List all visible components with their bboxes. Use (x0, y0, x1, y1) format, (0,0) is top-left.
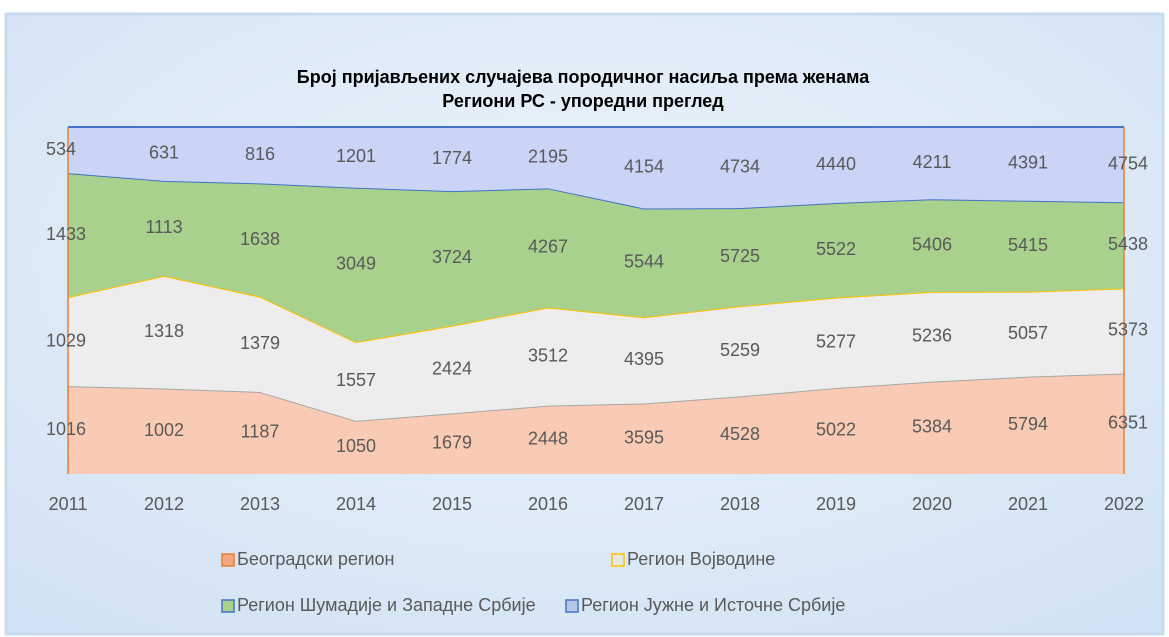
x-tick-label: 2014 (336, 494, 376, 514)
data-label: 1201 (336, 146, 376, 166)
x-tick-label: 2011 (49, 494, 88, 514)
x-tick-label: 2017 (624, 494, 664, 514)
legend-label: Регион Шумадије и Западне Србије (237, 595, 536, 615)
data-label: 5438 (1108, 234, 1148, 254)
data-label: 4528 (720, 424, 760, 444)
chart-title: Број пријављених случајева породичног на… (297, 67, 870, 87)
data-label: 1113 (145, 217, 182, 237)
x-tick-label: 2019 (816, 494, 856, 514)
x-tick-label: 2013 (240, 494, 280, 514)
x-tick-label: 2022 (1104, 494, 1144, 514)
data-label: 1679 (432, 432, 472, 452)
data-label: 5725 (720, 246, 760, 266)
data-label: 3724 (432, 247, 472, 267)
data-label: 534 (46, 139, 76, 159)
data-label: 6351 (1108, 412, 1148, 432)
chart-subtitle: Региони РС - упоредни преглед (442, 91, 724, 111)
plot-side-edges (67, 127, 1125, 474)
data-label: 5406 (912, 234, 952, 254)
data-label: 816 (245, 144, 275, 164)
data-label: 1557 (336, 370, 376, 390)
data-label: 2448 (528, 429, 568, 449)
x-tick-label: 2016 (528, 494, 568, 514)
data-label: 4211 (913, 152, 952, 172)
data-label: 1002 (144, 420, 184, 440)
x-tick-label: 2021 (1008, 494, 1048, 514)
area (68, 373, 1124, 474)
x-tick-label: 2020 (912, 494, 952, 514)
data-label: 1016 (46, 419, 86, 439)
data-label: 3512 (528, 345, 568, 365)
legend-marker (565, 599, 579, 613)
x-tick-label: 2018 (720, 494, 760, 514)
legend-label: Регион Војводине (627, 549, 775, 569)
data-label: 5057 (1008, 323, 1048, 343)
data-label: 3049 (336, 254, 376, 274)
data-label: 1187 (241, 422, 280, 442)
area (68, 127, 1124, 209)
legend-label: Регион Јужне и Источне Србије (581, 595, 845, 615)
data-label: 1638 (240, 229, 280, 249)
data-label: 4734 (720, 156, 760, 176)
area (68, 275, 1124, 421)
data-label: 4754 (1108, 153, 1148, 173)
legend-marker (221, 553, 235, 567)
data-label: 1318 (144, 321, 184, 341)
data-label: 5022 (816, 420, 856, 440)
area (68, 173, 1124, 343)
data-label: 2195 (528, 146, 568, 166)
x-tick-label: 2015 (432, 494, 472, 514)
data-label: 4440 (816, 154, 856, 174)
data-label: 5522 (816, 239, 856, 259)
data-label: 4154 (624, 156, 664, 176)
data-label: 4391 (1008, 153, 1048, 173)
data-label: 3595 (624, 427, 664, 447)
data-label: 1774 (432, 148, 472, 168)
data-label: 1029 (46, 330, 86, 350)
data-label: 5415 (1008, 235, 1048, 255)
data-label: 5794 (1008, 414, 1048, 434)
legend-label: Београдски регион (237, 549, 394, 569)
data-label: 5373 (1108, 320, 1148, 340)
data-label: 4395 (624, 349, 664, 369)
legend-marker (221, 599, 235, 613)
data-label: 2424 (432, 358, 472, 378)
data-label: 4267 (528, 237, 568, 257)
data-label: 1433 (46, 224, 86, 244)
data-label: 5544 (624, 252, 664, 272)
x-tick-label: 2012 (144, 494, 184, 514)
data-label: 5277 (816, 332, 856, 352)
data-label: 1379 (240, 333, 280, 353)
data-label: 1050 (336, 436, 376, 456)
data-label: 5259 (720, 340, 760, 360)
data-label: 5384 (912, 417, 952, 437)
legend-marker (611, 553, 625, 567)
data-label: 5236 (912, 326, 952, 346)
data-label: 631 (149, 143, 179, 163)
